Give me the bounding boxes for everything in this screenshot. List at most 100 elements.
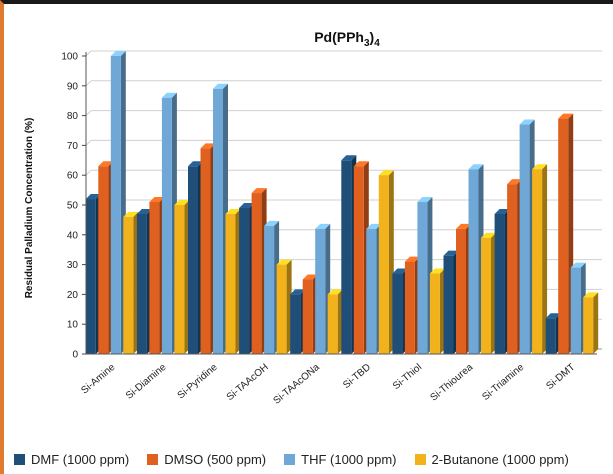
bar-front [161,97,172,354]
gridline-side [85,169,92,176]
bar [327,289,343,354]
bar-top [188,161,203,167]
x-tick-label: Si-Amine [79,362,117,397]
bar [123,211,139,354]
x-tick-label: Si-TAAcOH [225,362,271,403]
x-tick-label: Si-TBD [341,362,373,391]
bar [532,164,548,354]
y-tick-label: 60 [67,171,79,182]
bar-front [532,169,543,354]
bar [225,208,241,354]
y-tick-label: 50 [67,201,79,212]
y-tick-label: 30 [67,260,79,271]
bar [378,170,394,354]
x-tick-label: Si-TAAcONa [272,362,323,407]
bar-front [110,56,121,354]
gridline-side [85,110,92,116]
y-tick-label: 100 [61,52,78,63]
bar-top [519,119,535,125]
bar-top [149,197,165,203]
y-tick-label: 40 [67,230,79,241]
bar-top [468,164,484,170]
legend-label: DMSO (500 ppm) [164,452,267,467]
legend-item: 2-Butanone (1000 ppm) [414,452,569,467]
bar-top [110,51,126,56]
bar-top [251,188,267,194]
bar-top [98,161,114,167]
bar-front [429,273,440,354]
bar-top [302,274,318,280]
bar-top [494,208,510,214]
bar-top [378,170,394,176]
x-tick-label: Si-Pyridine [176,362,220,402]
bar-front [468,169,479,354]
bar-front [558,118,569,354]
bar-front [404,261,415,354]
bar [583,292,599,354]
y-tick-label: 20 [67,290,79,301]
gridline-side [85,80,92,87]
bar-front [583,297,594,354]
bar [429,268,445,354]
bar-front [341,160,352,354]
bar-top [276,259,292,265]
bar-top [392,268,408,274]
bar-top [353,161,369,167]
bar [174,200,190,354]
x-tick-label: Si-Triamine [480,362,526,403]
bar-front [85,199,96,354]
bar-front [98,166,109,354]
gridline-side [85,140,92,146]
bar-top [366,223,382,229]
bar-front [276,264,287,354]
bar-top [507,179,523,185]
bar-front [494,213,505,354]
bar-top [200,143,216,149]
bar-front [239,207,250,354]
chart-title-main: Pd(PPh [314,29,364,45]
bar-side [542,164,548,354]
bar-front [251,193,262,354]
chart-title-close: ) [370,29,375,45]
bar-top [239,202,255,208]
x-tick-label: Si-Thiourea [429,362,476,404]
bar-top [123,211,139,217]
y-tick-label: 0 [72,350,78,361]
legend-item: THF (1000 ppm) [284,452,397,467]
bar-top [213,83,228,89]
bar-top [532,164,548,170]
bar-top [545,313,561,319]
bar-front [507,184,518,354]
bar-top [404,256,420,262]
y-axis-label: Residual Palladium Concentration (%) [24,118,35,299]
bar-front [570,267,581,354]
bar-top [558,113,574,119]
bar-front [353,166,364,354]
legend-swatch [147,454,159,465]
bar-front [378,175,389,354]
legend-item: DMSO (500 ppm) [147,452,266,467]
bar-top [85,194,101,200]
bar-top [290,289,306,295]
bar-top [174,200,190,205]
bar-front [302,279,313,354]
bar-front [200,148,211,354]
chart-title-sub-2: 4 [374,38,380,49]
bar-top [315,223,331,229]
bar-top [456,223,471,229]
bar-front [149,202,160,354]
bar-top [481,232,496,238]
chart-title-sub-1: 3 [364,38,370,49]
bar-front [481,237,491,354]
y-tick-label: 80 [67,111,79,122]
legend: DMF (1000 ppm) DMSO (500 ppm) THF (1000 pp… [14,452,569,467]
bar-front [366,228,377,354]
legend-label: 2-Butanone (1000 ppm) [431,452,569,467]
gridline-side [85,50,92,57]
bar-front [456,228,466,354]
bar-front [315,228,326,354]
legend-swatch [414,454,426,465]
legend-swatch [14,454,25,465]
bar-front [264,225,275,354]
